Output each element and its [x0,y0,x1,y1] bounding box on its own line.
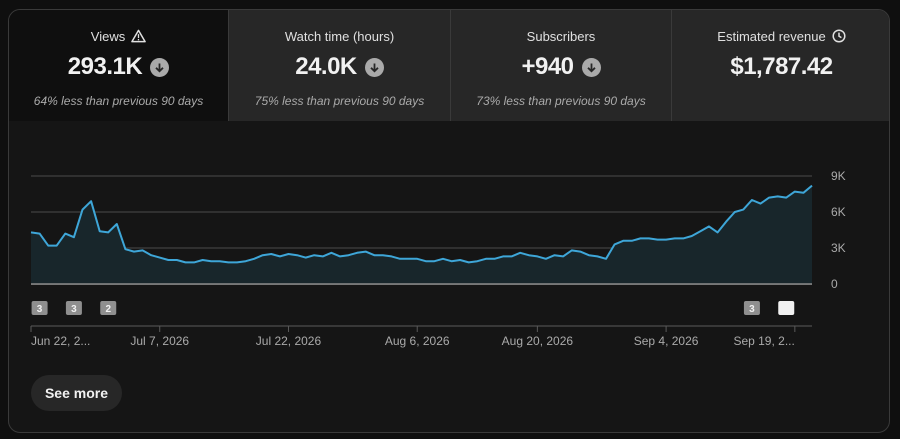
arrow-down-circle-icon [581,57,601,77]
publish-marker [778,301,795,315]
x-tick-label: Jun 22, 2... [31,334,90,348]
metric-value: 293.1K [67,53,143,80]
x-tick-label: Aug 20, 2026 [502,334,574,348]
publish-marker-label: 3 [749,304,755,315]
publish-marker-label: 2 [105,304,111,315]
series-line [30,184,813,264]
publish-marker-label: 3 [71,304,77,315]
x-tick-label: Aug 6, 2026 [385,334,450,348]
metric-comparison: 73% less than previous 90 days [476,94,646,108]
area-fill [31,185,812,284]
metric-comparison: 64% less than previous 90 days [33,94,204,108]
metric-value: 24.0K [295,53,357,80]
x-tick-label: Jul 22, 2026 [256,334,322,348]
publish-marker [65,301,82,315]
arrow-down-circle-icon [150,57,170,77]
views-chart: 9K 6K 3K 0 3 3 2 3 Jun 22, 2... Jul 7, 2026 Jul 22… [9,121,889,351]
metric-tab-revenue[interactable]: Estimated revenue $1,787.42 [671,10,889,121]
y-tick-label: 3K [831,241,846,255]
x-tick-label: Jul 7, 2026 [130,334,189,348]
y-tick-label: 6K [831,205,846,219]
x-tick-label: Sep 19, 2... [733,334,794,348]
warning-icon [131,29,147,43]
x-tick-label: Sep 4, 2026 [634,334,699,348]
metric-tab-watch-time[interactable]: Watch time (hours) 24.0K 75% less than p… [228,10,450,121]
metric-value: +940 [521,53,574,80]
analytics-card: Views 293.1K 64% less than previous 90 d… [8,9,890,433]
metric-tab-subscribers[interactable]: Subscribers +940 73% less than previous … [450,10,671,121]
metric-label: Views [90,28,126,44]
arrow-down-circle-icon [364,57,384,77]
see-more-button[interactable]: See more [31,375,122,411]
metric-value: $1,787.42 [730,53,833,80]
y-tick-label: 0 [831,277,838,291]
metric-label: Estimated revenue [717,28,826,44]
metric-label: Watch time (hours) [284,28,395,44]
metric-comparison: 75% less than previous 90 days [254,94,425,108]
clock-icon [832,29,846,43]
views-chart-svg: 9K 6K 3K 0 3 3 2 3 Jun 22, 2... Jul 7, 2026 Jul 22… [30,169,846,348]
publish-marker [743,301,760,315]
metrics-row: Views 293.1K 64% less than previous 90 d… [9,10,889,121]
metric-tab-views[interactable]: Views 293.1K 64% less than previous 90 d… [9,10,228,121]
publish-marker-label: 3 [37,304,43,315]
publish-marker [31,301,48,315]
y-tick-label: 9K [831,169,846,183]
publish-marker [100,301,117,315]
metric-label: Subscribers [526,28,596,44]
